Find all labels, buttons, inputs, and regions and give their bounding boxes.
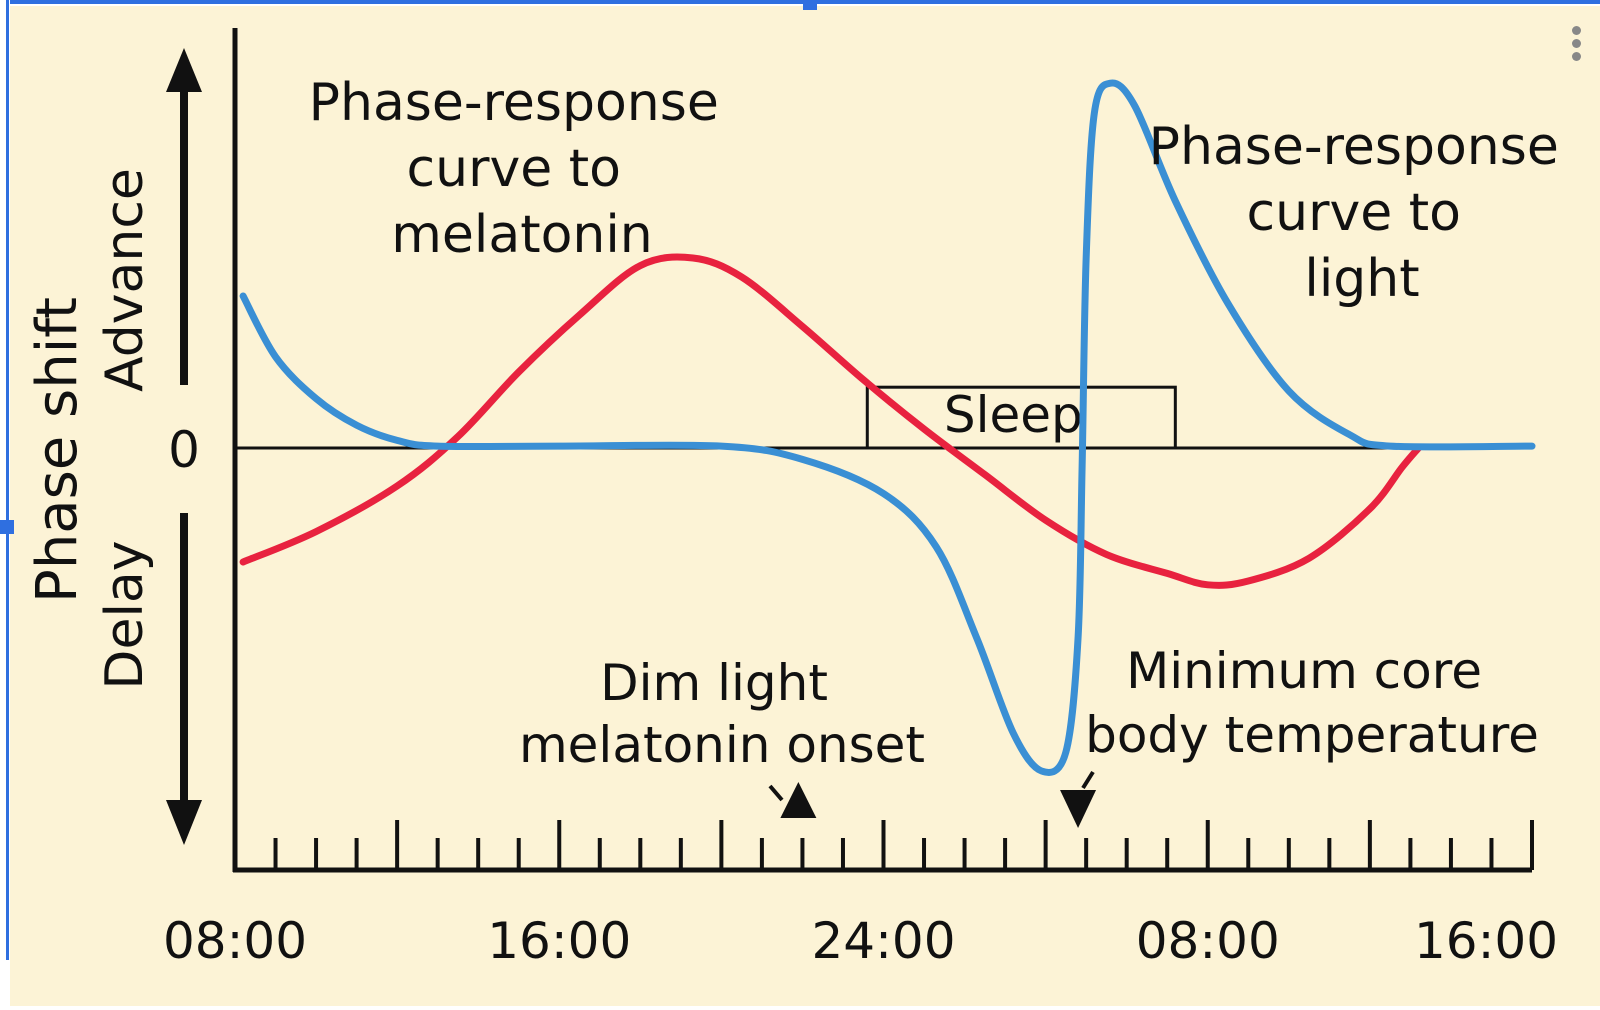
- selection-border-left: [6, 0, 9, 960]
- dlmo-annotation: Dim light melatonin onset: [519, 654, 925, 774]
- melatonin-prc-label: Phase-response curve to melatonin: [309, 73, 736, 265]
- x-tick-label: 16:00: [1414, 912, 1558, 970]
- x-tick-label: 08:00: [163, 912, 307, 970]
- light-prc-line: [239, 79, 1536, 776]
- dlmo-up-triangle: [780, 782, 817, 818]
- advance-arrow: [166, 48, 202, 385]
- melatonin-prc-line: [239, 253, 1423, 589]
- selection-handle-left[interactable]: [0, 520, 14, 534]
- tmin-annotation: Minimum core body temperature: [1085, 642, 1539, 764]
- y-axis-title: Phase shift: [25, 297, 90, 603]
- sleep-label: Sleep: [944, 386, 1083, 444]
- x-tick-label: 08:00: [1136, 912, 1280, 970]
- x-tick-label: 16:00: [487, 912, 631, 970]
- delay-arrow: [166, 513, 202, 845]
- sleep-box: [865, 385, 1177, 450]
- x-axis-tick-labels: 08:00 16:00 24:00 08:00 16:00: [163, 912, 1558, 970]
- y-delay-label: Delay: [95, 540, 155, 689]
- y-zero-label: 0: [168, 421, 200, 479]
- x-axis-ticks: [233, 820, 1534, 870]
- light-prc-label: Phase-response curve to light: [1149, 117, 1576, 309]
- selection-handle-top[interactable]: [803, 0, 817, 10]
- dlmo-leader-line: [768, 784, 784, 802]
- tmin-leader-line: [1081, 770, 1095, 790]
- x-tick-label: 24:00: [811, 912, 955, 970]
- y-advance-label: Advance: [95, 168, 155, 392]
- tmin-down-triangle: [1060, 790, 1097, 828]
- more-options-icon[interactable]: [1568, 22, 1584, 78]
